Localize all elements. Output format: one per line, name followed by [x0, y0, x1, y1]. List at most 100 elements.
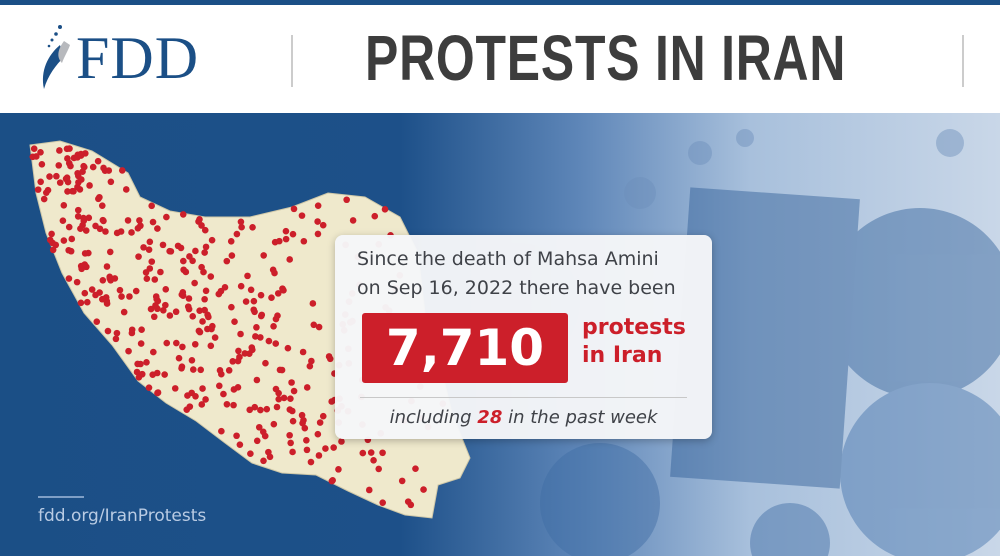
protest-dot [225, 367, 233, 374]
protest-dot [280, 394, 288, 402]
protest-dot [105, 167, 113, 174]
protest-dot [202, 287, 210, 295]
protest-dot [309, 300, 317, 307]
protest-dot [120, 308, 128, 316]
protest-dot [136, 217, 143, 224]
protest-dot [146, 265, 154, 272]
protest-dot [102, 228, 109, 235]
protest-dot [106, 273, 113, 281]
header-divider [291, 35, 293, 87]
protest-dot [343, 196, 350, 204]
protest-dot [420, 486, 427, 493]
protest-dot [145, 246, 153, 253]
protest-dot [266, 453, 274, 461]
protest-dot [56, 147, 63, 154]
protest-dot [228, 252, 236, 259]
protest-dot [183, 406, 191, 413]
protest-dot [103, 263, 111, 270]
protest-dot [152, 293, 160, 300]
protest-dot [290, 387, 298, 395]
protest-dot [365, 486, 373, 494]
protest-dot [299, 348, 307, 356]
protest-dot [237, 282, 245, 290]
protest-dot [253, 376, 261, 384]
protest-dot [179, 343, 186, 351]
protest-dot [257, 406, 264, 414]
protest-dot [223, 257, 231, 265]
protest-dot [218, 427, 225, 435]
protest-dot [140, 244, 147, 251]
protest-dot [328, 398, 335, 405]
protest-dot [60, 237, 68, 244]
intro-line: Since the death of Mahsa Amini [357, 248, 659, 270]
protest-count: 7,710 [362, 313, 568, 383]
protest-dot [298, 411, 306, 419]
protest-dot [77, 299, 85, 307]
protest-dot [80, 214, 87, 222]
protest-dot [412, 465, 419, 472]
protest-dot [150, 313, 158, 321]
protest-dot [132, 287, 140, 295]
protest-dot [303, 437, 310, 444]
protest-dot [133, 368, 141, 376]
protest-dot [157, 268, 164, 276]
protest-dot [128, 229, 135, 236]
protest-dot [167, 248, 175, 255]
protest-dot [179, 211, 187, 218]
protest-dot [192, 247, 199, 255]
protest-dot [92, 222, 99, 230]
protest-dot [135, 373, 143, 381]
protest-dot [189, 366, 197, 373]
protest-dot [134, 225, 142, 232]
protest-dot [314, 218, 321, 225]
footer-url[interactable]: fdd.org/IranProtests [38, 506, 207, 526]
protest-dot [201, 226, 209, 234]
protest-dot [335, 466, 342, 473]
protest-dot [151, 276, 159, 283]
protest-dot [272, 385, 280, 393]
protest-dot [244, 272, 251, 280]
protest-dot [207, 342, 215, 350]
protest-dot [196, 307, 203, 314]
protest-dot [221, 284, 229, 291]
protest-dot [307, 458, 315, 466]
protest-dot [65, 223, 73, 231]
protest-dot [186, 253, 193, 260]
protest-dot [251, 308, 258, 316]
protest-dot [191, 279, 198, 287]
protest-dot [371, 212, 379, 220]
protest-dot [191, 340, 199, 348]
protest-dot [319, 221, 327, 229]
protest-dot [64, 155, 71, 162]
protest-dot [107, 178, 115, 186]
protest-dot [112, 335, 120, 343]
protest-dot [98, 202, 106, 209]
protest-dot [122, 186, 130, 193]
protest-dot [49, 246, 57, 254]
protest-dot [93, 318, 101, 325]
protest-dot [199, 318, 206, 325]
protest-dot [199, 385, 206, 392]
protest-dot [46, 173, 53, 180]
protest-dot [40, 195, 48, 203]
intro-text: Since the death of Mahsa Amini on Sep 16… [357, 245, 676, 303]
protest-dot [85, 214, 93, 222]
protest-dot [180, 266, 187, 274]
protest-dot [77, 152, 85, 159]
protest-dot [125, 347, 132, 355]
protest-dot [69, 187, 76, 195]
protest-dot [198, 401, 206, 408]
protest-dot [316, 419, 324, 426]
page-title: PROTESTS IN IRAN [365, 22, 847, 94]
protest-dot [201, 249, 208, 256]
protest-dot [298, 212, 306, 219]
protest-dot [180, 257, 187, 265]
protest-dot [250, 297, 258, 305]
protest-dot [290, 205, 298, 213]
protest-dot [272, 315, 280, 323]
week-count: 28 [477, 407, 503, 428]
protest-dot [146, 238, 154, 246]
protest-dot [215, 290, 223, 298]
protest-dot [270, 420, 278, 428]
protest-dot [288, 379, 295, 386]
